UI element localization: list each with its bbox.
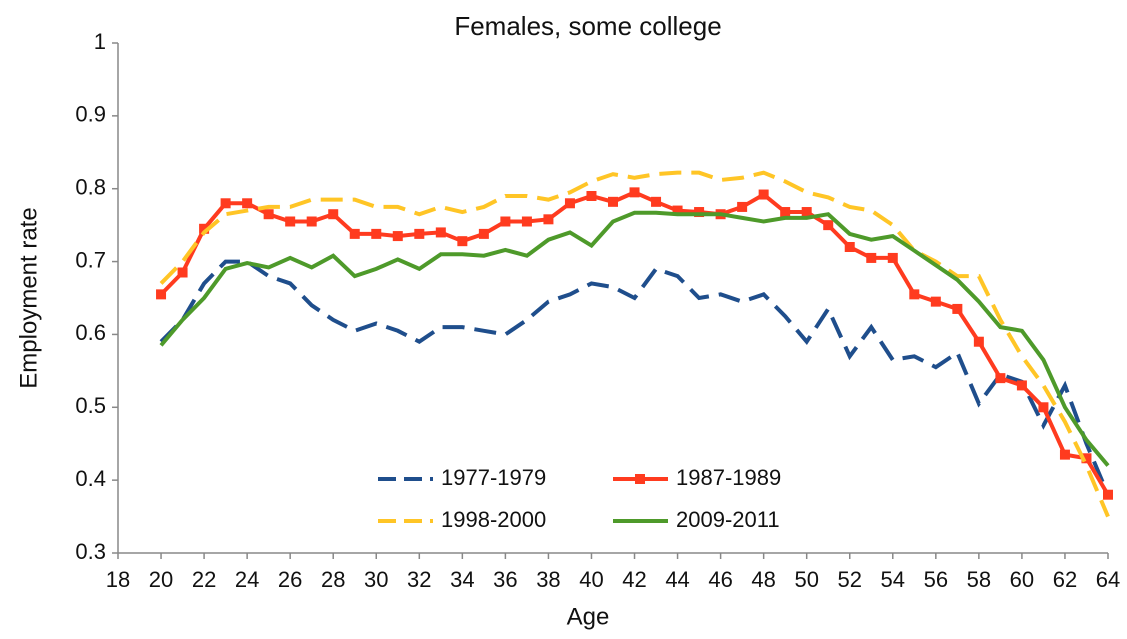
x-tick-label: 30 bbox=[364, 567, 388, 592]
x-tick-label: 32 bbox=[407, 567, 431, 592]
y-tick-label: 0.4 bbox=[75, 466, 106, 491]
y-tick-label: 0.8 bbox=[75, 175, 106, 200]
marker bbox=[220, 198, 231, 209]
x-tick-label: 18 bbox=[106, 567, 130, 592]
marker bbox=[952, 303, 963, 314]
marker bbox=[737, 201, 748, 212]
legend-label: 1977-1979 bbox=[441, 465, 546, 490]
marker bbox=[306, 216, 317, 227]
x-tick-label: 60 bbox=[1010, 567, 1034, 592]
series-line bbox=[159, 259, 1110, 496]
marker bbox=[349, 228, 360, 239]
marker bbox=[909, 289, 920, 300]
marker bbox=[521, 216, 532, 227]
x-tick-label: 58 bbox=[967, 567, 991, 592]
marker bbox=[1059, 449, 1070, 460]
marker bbox=[651, 196, 662, 207]
marker bbox=[801, 207, 812, 218]
x-tick-label: 24 bbox=[235, 567, 259, 592]
y-tick-label: 0.9 bbox=[75, 102, 106, 127]
x-tick-label: 40 bbox=[579, 567, 603, 592]
x-tick-label: 22 bbox=[192, 567, 216, 592]
marker bbox=[564, 198, 575, 209]
marker bbox=[242, 198, 253, 209]
marker bbox=[823, 220, 834, 231]
series-line bbox=[159, 170, 1110, 518]
marker bbox=[1016, 380, 1027, 391]
marker bbox=[1081, 453, 1092, 464]
marker bbox=[586, 191, 597, 201]
marker bbox=[156, 289, 167, 300]
x-tick-label: 20 bbox=[149, 567, 173, 592]
x-tick-label: 48 bbox=[751, 567, 775, 592]
series-line bbox=[159, 210, 1110, 467]
y-axis-label: Employment rate bbox=[15, 207, 42, 388]
y-tick-label: 0.5 bbox=[75, 393, 106, 418]
marker bbox=[973, 336, 984, 347]
marker bbox=[1103, 489, 1113, 500]
marker bbox=[844, 242, 855, 252]
chart-title: Females, some college bbox=[454, 11, 721, 41]
marker bbox=[457, 236, 468, 247]
x-tick-label: 54 bbox=[881, 567, 905, 592]
marker bbox=[263, 209, 274, 220]
x-tick-label: 52 bbox=[837, 567, 861, 592]
y-tick-label: 0.3 bbox=[75, 539, 106, 564]
legend-marker bbox=[635, 474, 645, 484]
marker bbox=[500, 216, 511, 227]
marker bbox=[543, 214, 554, 225]
marker bbox=[371, 228, 382, 239]
x-tick-label: 64 bbox=[1096, 567, 1120, 592]
x-tick-label: 28 bbox=[321, 567, 345, 592]
marker bbox=[672, 205, 683, 216]
x-tick-label: 46 bbox=[708, 567, 732, 592]
marker bbox=[930, 296, 941, 307]
x-tick-label: 56 bbox=[924, 567, 948, 592]
marker bbox=[199, 223, 210, 234]
marker bbox=[866, 252, 877, 263]
marker bbox=[995, 373, 1006, 384]
x-tick-label: 26 bbox=[278, 567, 302, 592]
x-tick-label: 44 bbox=[665, 567, 689, 592]
y-tick-label: 1 bbox=[94, 29, 106, 54]
marker bbox=[328, 209, 339, 220]
marker bbox=[435, 227, 446, 238]
y-tick-label: 0.6 bbox=[75, 320, 106, 345]
x-tick-label: 42 bbox=[622, 567, 646, 592]
marker bbox=[608, 196, 618, 207]
marker bbox=[694, 207, 705, 218]
y-tick-label: 0.7 bbox=[75, 247, 106, 272]
legend-label: 1987-1989 bbox=[676, 465, 781, 490]
series-line bbox=[159, 190, 1110, 496]
marker bbox=[629, 187, 640, 198]
legend-label: 1998-2000 bbox=[441, 507, 546, 532]
marker bbox=[758, 189, 769, 200]
marker bbox=[414, 228, 425, 239]
marker bbox=[780, 207, 791, 218]
x-tick-label: 50 bbox=[794, 567, 818, 592]
legend-label: 2009-2011 bbox=[676, 507, 780, 532]
marker bbox=[478, 228, 489, 239]
x-tick-label: 34 bbox=[450, 567, 474, 592]
marker bbox=[285, 216, 296, 227]
x-tick-label: 36 bbox=[493, 567, 517, 592]
marker bbox=[887, 252, 898, 263]
x-tick-label: 62 bbox=[1053, 567, 1077, 592]
x-axis-label: Age bbox=[567, 603, 610, 630]
x-tick-label: 38 bbox=[536, 567, 560, 592]
marker bbox=[177, 267, 188, 278]
marker bbox=[1038, 402, 1049, 413]
marker bbox=[392, 231, 403, 242]
